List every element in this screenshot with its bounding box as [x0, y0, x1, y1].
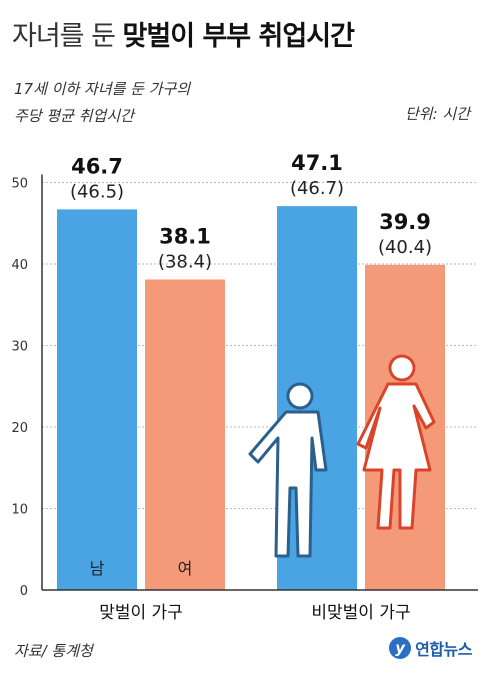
value-label: 47.1: [291, 151, 343, 175]
bar: [57, 209, 137, 590]
subtitle-line-2: 주당 평균 취업시간: [14, 107, 134, 125]
value-label: 46.7: [71, 154, 123, 178]
source-label: 자료/ 통계청: [14, 642, 93, 660]
previous-value-label: (46.5): [70, 181, 124, 202]
logo-text: 연합뉴스: [415, 640, 472, 659]
previous-value-label: (40.4): [378, 237, 432, 258]
y-tick-label: 50: [11, 177, 28, 192]
unit-label: 단위: 시간: [404, 105, 470, 123]
subtitle: 17세 이하 자녀를 둔 가구의 주당 평균 취업시간: [14, 76, 190, 130]
y-tick-label: 40: [11, 258, 28, 273]
y-tick-label: 0: [20, 584, 28, 599]
subtitle-line-1: 17세 이하 자녀를 둔 가구의: [14, 80, 191, 98]
y-tick-label: 30: [11, 340, 28, 355]
title-light: 자녀를 둔: [12, 21, 116, 52]
male-figure-icon: [248, 382, 328, 558]
y-tick-label: 20: [11, 421, 28, 436]
male-figure-shape: [248, 382, 328, 558]
female-figure-shape: [356, 354, 436, 530]
chart-title: 자녀를 둔 맞벌이 부부 취업시간: [12, 14, 355, 53]
category-label: 비맞벌이 가구: [311, 603, 410, 623]
category-label: 맞벌이 가구: [99, 603, 183, 623]
value-label: 39.9: [379, 210, 431, 234]
series-label: 여: [178, 559, 193, 578]
female-figure-icon: [356, 354, 436, 530]
series-label: 남: [90, 559, 105, 578]
title-bold: 맞벌이 부부 취업시간: [122, 21, 355, 52]
bar: [145, 279, 225, 590]
logo-mark-icon: y: [389, 637, 412, 659]
yonhap-logo: y 연합뉴스: [389, 636, 472, 660]
previous-value-label: (46.7): [290, 178, 344, 199]
value-label: 38.1: [159, 224, 211, 248]
previous-value-label: (38.4): [158, 251, 212, 272]
y-tick-label: 10: [11, 503, 28, 518]
